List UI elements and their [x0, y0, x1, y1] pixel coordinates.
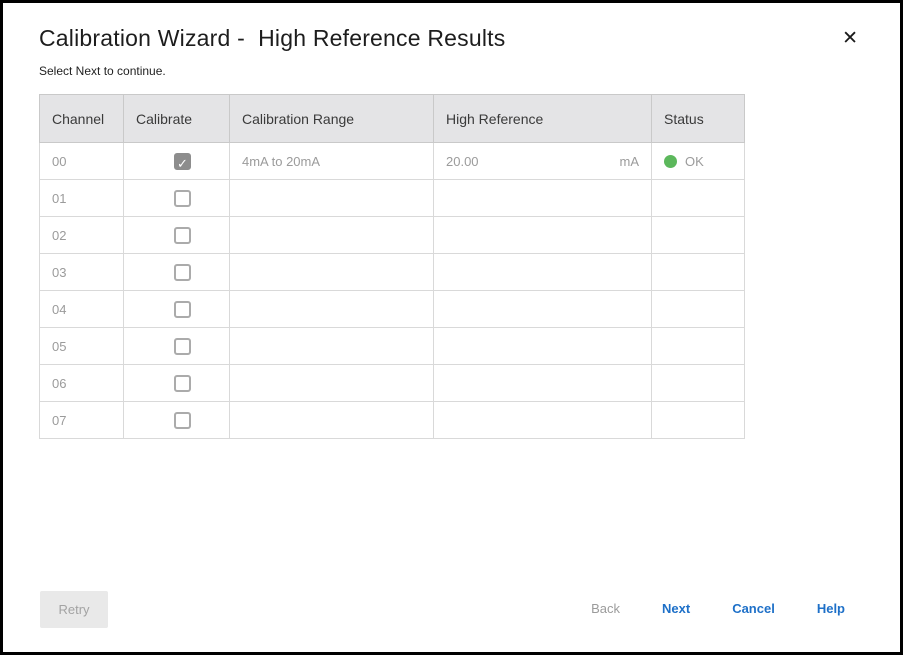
calibrate-checkbox[interactable] [174, 152, 191, 170]
table-row: 02 [39, 216, 745, 254]
column-header-calibrate: Calibrate [123, 94, 230, 143]
retry-button[interactable]: Retry [40, 591, 108, 628]
calibration-range-cell [229, 401, 434, 439]
calibrate-checkbox[interactable] [174, 263, 191, 281]
calibrate-checkbox[interactable] [174, 300, 191, 318]
calibrate-checkbox[interactable] [174, 189, 191, 207]
calibrate-checkbox[interactable] [174, 374, 191, 392]
calibrate-checkbox[interactable] [174, 411, 191, 429]
channel-cell: 05 [39, 327, 124, 365]
calibration-range-cell [229, 179, 434, 217]
channel-cell: 00 [39, 142, 124, 180]
status-ok-icon [664, 154, 677, 168]
table-header-row: Channel Calibrate Calibration Range High Re… [39, 94, 745, 143]
footer-links: Back Next Cancel Help [591, 601, 845, 616]
high-reference-cell [433, 253, 652, 291]
calibration-range-cell [229, 253, 434, 291]
high-reference-cell: 20.00 mA [433, 142, 652, 180]
calibration-range-cell [229, 364, 434, 402]
calibrate-cell [123, 327, 230, 365]
status-cell [651, 401, 745, 439]
channel-cell: 06 [39, 364, 124, 402]
calibrate-cell [123, 290, 230, 328]
table-row: 04 [39, 290, 745, 328]
instruction-text: Select Next to continue. [39, 64, 166, 78]
calibrate-checkbox[interactable] [174, 337, 191, 355]
channel-cell: 03 [39, 253, 124, 291]
cancel-button[interactable]: Cancel [732, 601, 775, 616]
status-cell [651, 216, 745, 254]
table-row: 07 [39, 401, 745, 439]
table-row: 00 4mA to 20mA 20.00 mA OK [39, 142, 745, 180]
status-cell [651, 290, 745, 328]
page-title: Calibration Wizard - High Reference Resu… [39, 25, 506, 51]
high-reference-cell [433, 216, 652, 254]
calibration-range-cell [229, 327, 434, 365]
high-reference-unit: mA [619, 153, 640, 169]
column-header-calibration-range: Calibration Range [229, 94, 434, 143]
table-row: 01 [39, 179, 745, 217]
status-cell [651, 327, 745, 365]
calibration-range-cell [229, 290, 434, 328]
high-reference-value: 20.00 [446, 153, 479, 169]
high-reference-cell [433, 290, 652, 328]
table-row: 05 [39, 327, 745, 365]
status-badge: OK [685, 153, 704, 169]
channel-cell: 04 [39, 290, 124, 328]
calibrate-cell [123, 253, 230, 291]
channel-cell: 01 [39, 179, 124, 217]
calibrate-cell [123, 142, 230, 180]
status-cell: OK [651, 142, 745, 180]
status-cell [651, 179, 745, 217]
high-reference-cell [433, 179, 652, 217]
calibrate-checkbox[interactable] [174, 226, 191, 244]
calibration-range-cell [229, 216, 434, 254]
calibrate-cell [123, 401, 230, 439]
column-header-channel: Channel [39, 94, 124, 143]
calibrate-cell [123, 364, 230, 402]
calibration-range-cell: 4mA to 20mA [229, 142, 434, 180]
help-button[interactable]: Help [816, 601, 845, 616]
table-row: 03 [39, 253, 745, 291]
column-header-high-reference: High Reference [433, 94, 652, 143]
high-reference-cell [433, 401, 652, 439]
calibrate-cell [123, 216, 230, 254]
calibrate-cell [123, 179, 230, 217]
column-header-status: Status [651, 94, 745, 143]
status-cell [651, 364, 745, 402]
close-icon[interactable]: ✕ [842, 28, 858, 49]
back-button[interactable]: Back [591, 601, 620, 616]
high-reference-cell [433, 364, 652, 402]
channel-cell: 07 [39, 401, 124, 439]
channel-cell: 02 [39, 216, 124, 254]
status-cell [651, 253, 745, 291]
calibration-table: Channel Calibrate Calibration Range High Re… [39, 94, 745, 439]
table-row: 06 [39, 364, 745, 402]
high-reference-cell [433, 327, 652, 365]
next-button[interactable]: Next [662, 601, 691, 616]
